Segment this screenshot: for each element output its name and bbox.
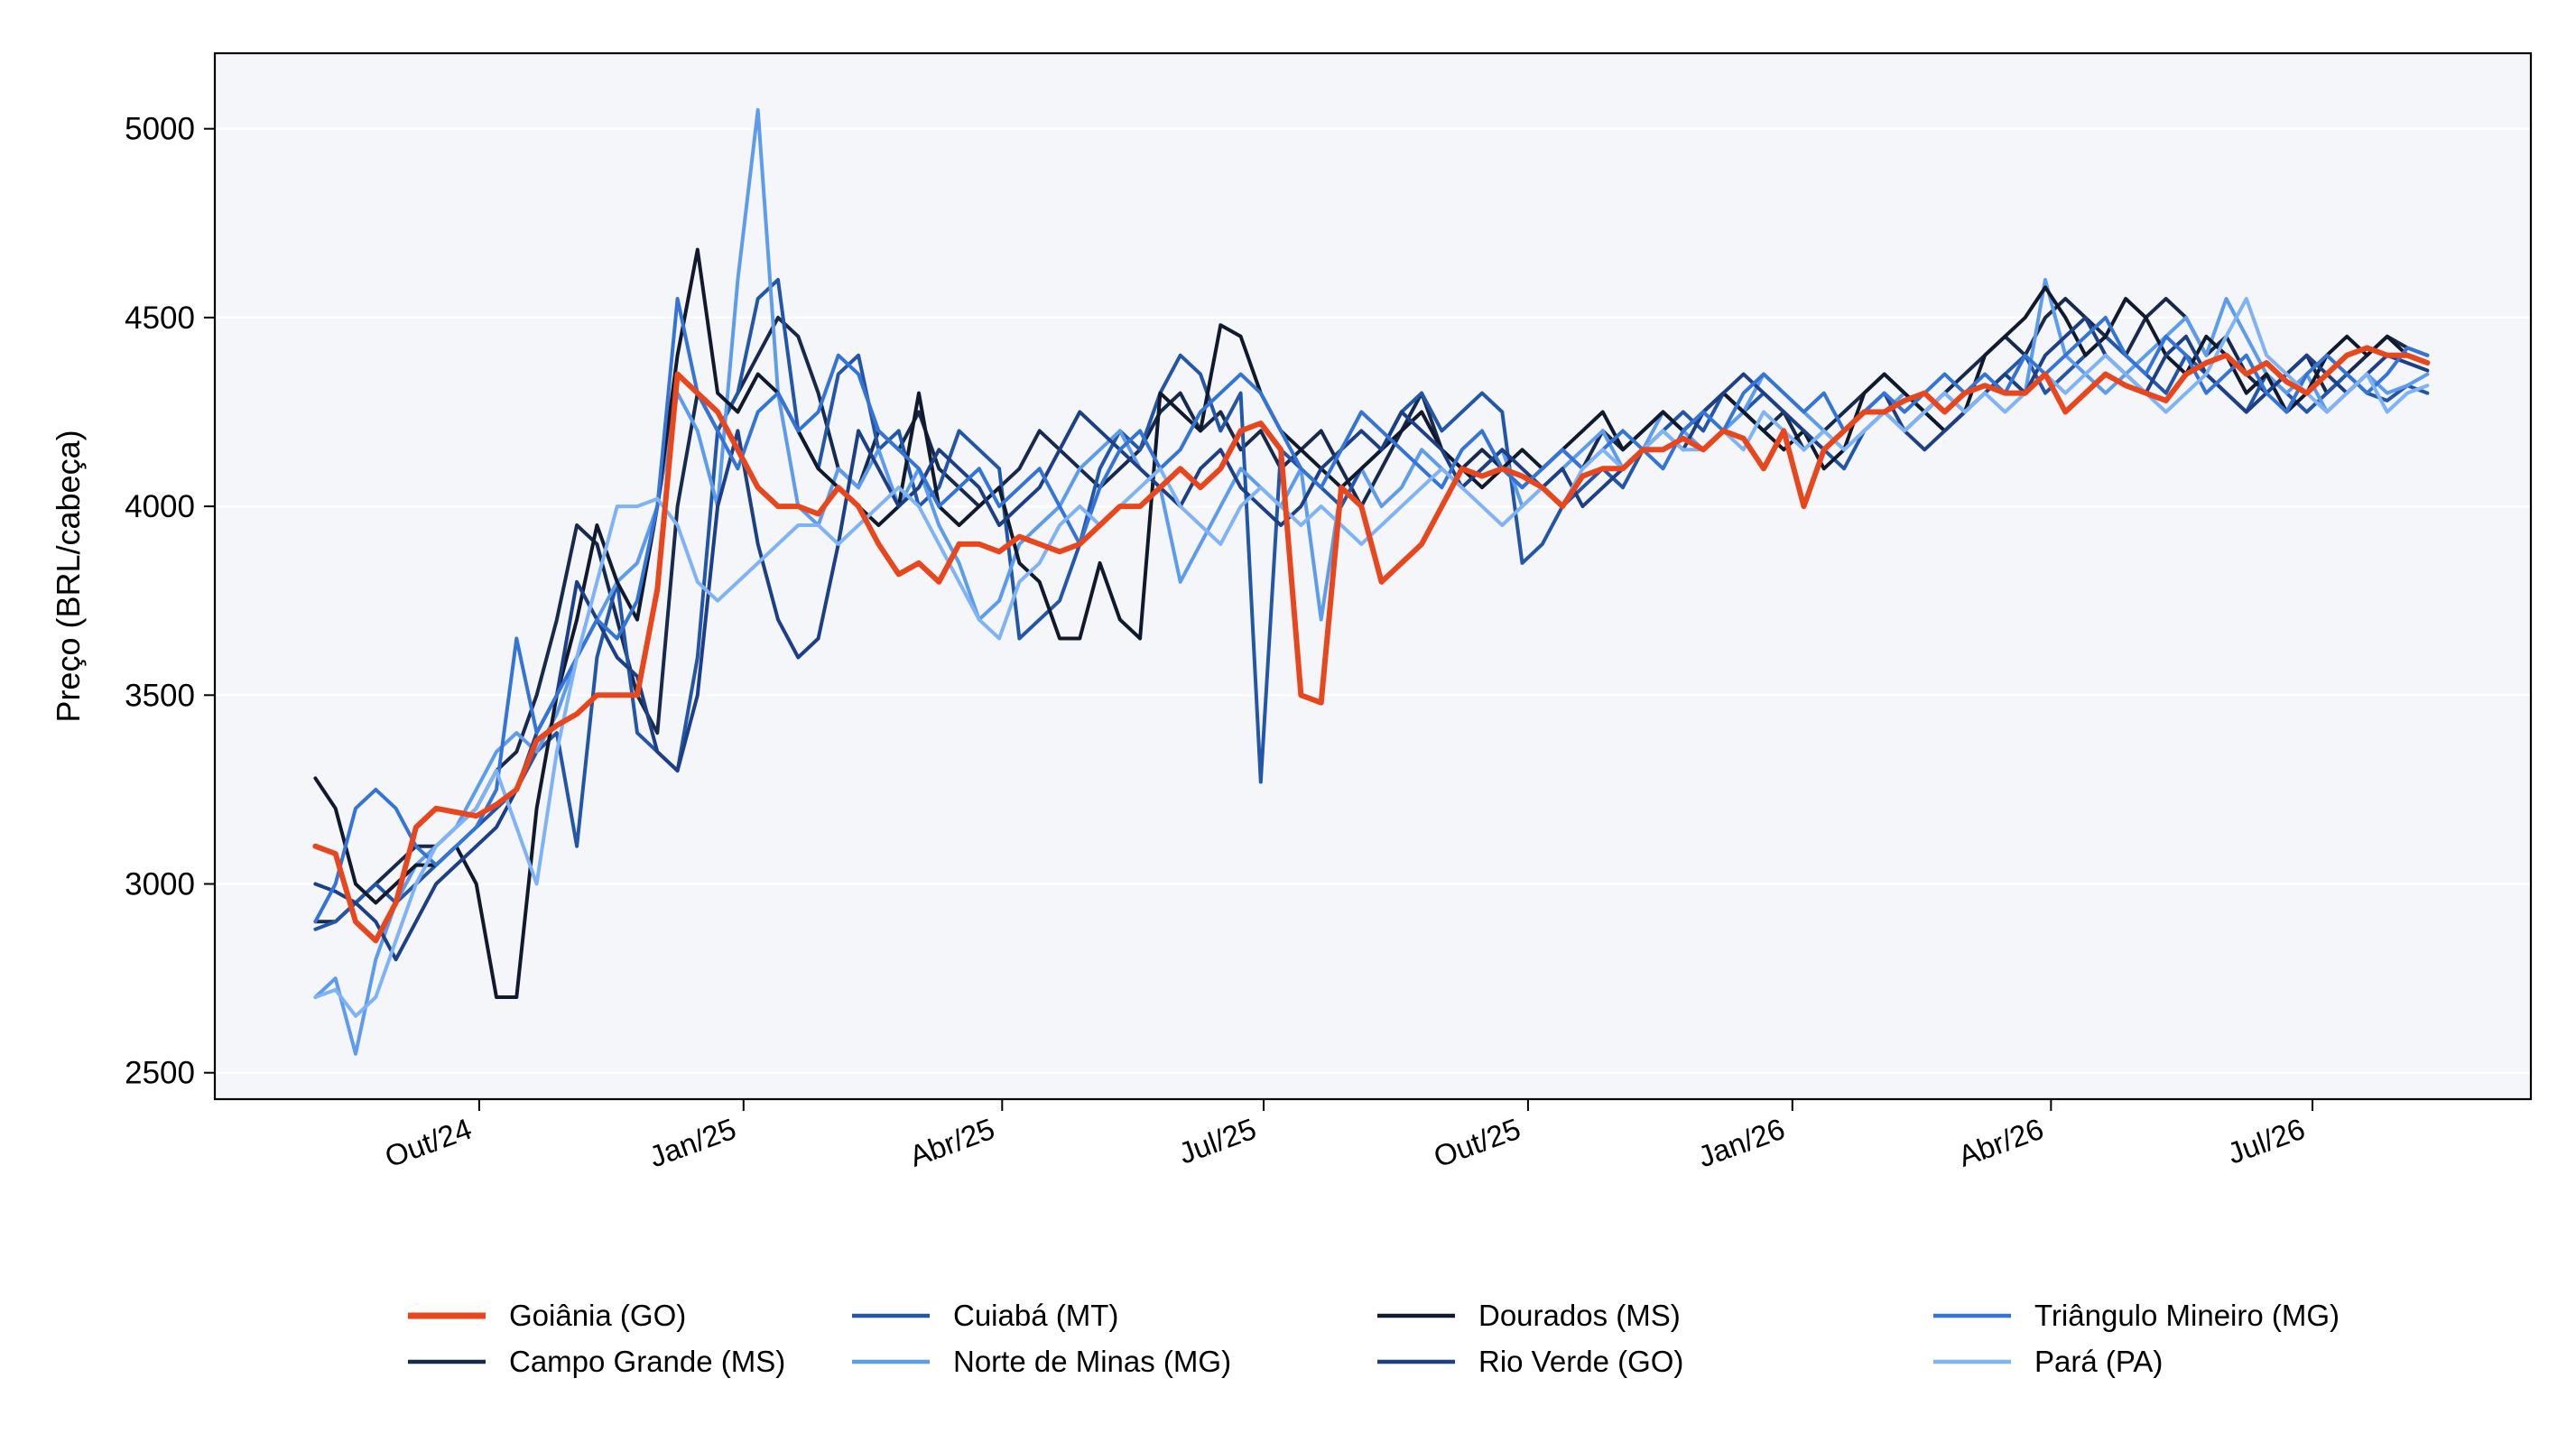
y-tick-label: 3500 <box>125 678 195 713</box>
series-line <box>313 315 2430 962</box>
x-tick-label: Out/25 <box>1430 1112 1525 1174</box>
legend-label: Triângulo Mineiro (MG) <box>2034 1299 2340 1332</box>
legend-label: Goiânia (GO) <box>509 1299 686 1332</box>
plot-frame <box>213 51 2533 1101</box>
series-lines <box>312 107 2431 1056</box>
x-tick-label: Jan/26 <box>1693 1112 1789 1174</box>
y-tick-label: 4000 <box>125 489 195 524</box>
legend-label: Pará (PA) <box>2034 1345 2163 1378</box>
series-line <box>313 107 2430 1056</box>
legend-label: Dourados (MS) <box>1478 1299 1681 1332</box>
series-line <box>313 297 2430 924</box>
legend-label: Campo Grande (MS) <box>509 1345 785 1378</box>
y-tick-label: 2500 <box>125 1056 195 1091</box>
series-line <box>312 345 2431 944</box>
x-tick-label: Jul/25 <box>1174 1112 1260 1170</box>
y-tick-label: 3000 <box>125 867 195 902</box>
x-tick-label: Out/24 <box>381 1112 477 1174</box>
y-tick-label: 5000 <box>125 112 195 147</box>
y-axis-label: Preço (BRL/cabeça) <box>50 430 87 722</box>
legend-label: Rio Verde (GO) <box>1478 1345 1683 1378</box>
series-line <box>313 247 2430 999</box>
plot-area <box>215 53 2531 1099</box>
x-tick-label: Jul/26 <box>2223 1112 2309 1170</box>
legend-label: Cuiabá (MT) <box>953 1299 1118 1332</box>
x-tick-label: Jan/25 <box>644 1112 740 1174</box>
y-axis: 2500 3000 3500 4000 4500 5000 <box>125 112 215 1091</box>
legend: Goiânia (GO) Campo Grande (MS) Cuiabá (MT)… <box>408 1299 2340 1378</box>
x-tick-label: Abr/26 <box>1954 1112 2048 1173</box>
legend-label: Norte de Minas (MG) <box>953 1345 1231 1378</box>
y-tick-label: 4500 <box>125 301 195 336</box>
x-axis: Out/24 Jan/25 Abr/25 Jul/25 Out/25 Jan/26 Abr/… <box>381 1099 2314 1174</box>
x-tick-label: Abr/25 <box>905 1112 999 1173</box>
